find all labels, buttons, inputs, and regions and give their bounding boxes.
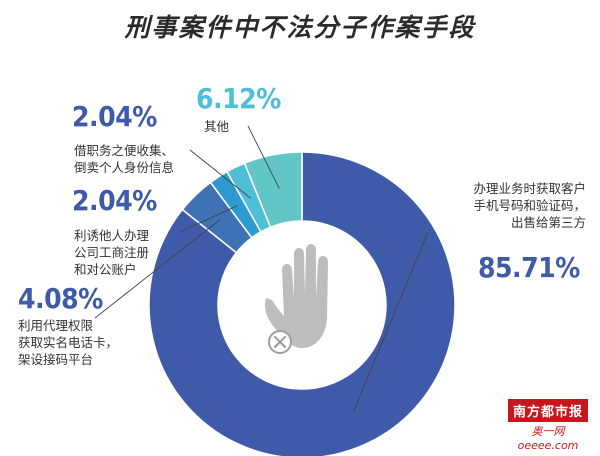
chart-title: 刑事案件中不法分子作案手段	[124, 13, 476, 42]
cat-label-agent-sim: 利用代理权限 获取实名电话卡， 架设接码平台	[18, 318, 119, 367]
leader-collect-identity	[189, 149, 251, 199]
leader-lure-register	[179, 205, 238, 233]
pct-label-collect-identity: 2.04%	[72, 100, 157, 133]
stop-hand-icon	[264, 244, 328, 354]
leader-buy-sell	[352, 231, 429, 412]
leader-agent-sim	[94, 219, 220, 319]
pct-label-agent-sim: 4.08%	[18, 282, 103, 315]
watermark: 南方都市报 奥一网oeeee.com	[502, 399, 594, 452]
pct-label-lure-register: 2.04%	[72, 184, 157, 217]
cat-label-buy-sell: 办理业务时获取客户 手机号码和验证码， 出售给第三方	[473, 181, 586, 230]
leader-other	[247, 125, 280, 189]
cat-label-collect-identity: 借职务之便收集、 倒卖个人身份信息	[74, 143, 175, 175]
watermark-logo: 南方都市报	[507, 399, 588, 422]
slice-buy-sell	[148, 151, 456, 456]
watermark-site: 奥一网oeeee.com	[517, 425, 579, 452]
cat-label-lure-register: 利诱他人办理 公司工商注册 和对公账户	[74, 228, 150, 277]
pct-label-buy-sell: 85.71%	[478, 251, 580, 284]
cat-label-other: 其他	[204, 119, 230, 134]
slice-other	[243, 151, 303, 229]
pct-label-other: 6.12%	[196, 82, 281, 115]
